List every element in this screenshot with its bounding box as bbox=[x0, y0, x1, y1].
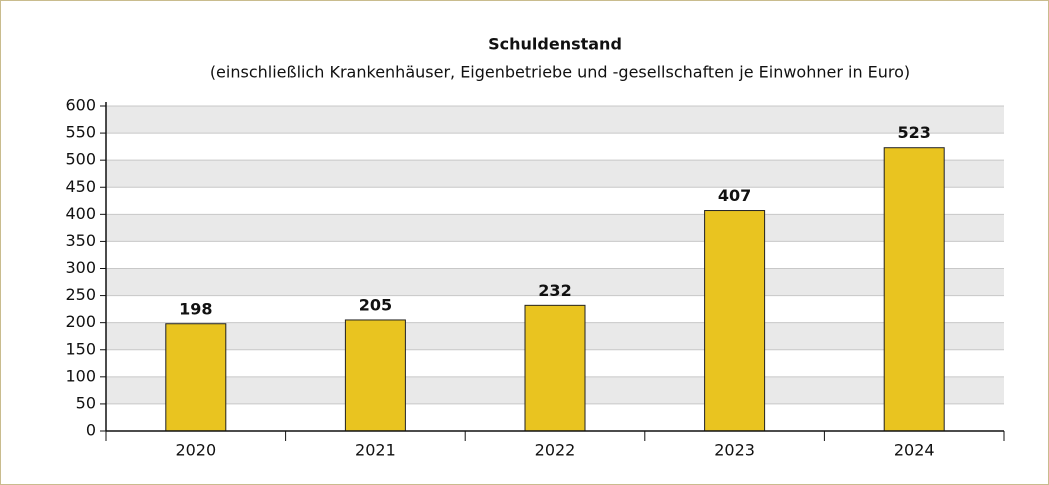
y-tick-label: 350 bbox=[65, 231, 96, 250]
y-tick-label: 250 bbox=[65, 285, 96, 304]
bar bbox=[704, 210, 766, 432]
y-tick-label: 500 bbox=[65, 150, 96, 169]
grid-band bbox=[106, 106, 1004, 134]
y-tick-label: 450 bbox=[65, 177, 96, 196]
y-tick-label: 150 bbox=[65, 339, 96, 358]
value-label: 407 bbox=[718, 186, 751, 205]
chart-subtitle: (einschließlich Krankenhäuser, Eigenbetr… bbox=[210, 63, 910, 82]
bar bbox=[883, 147, 945, 432]
value-label: 205 bbox=[359, 295, 392, 314]
x-tick-label: 2024 bbox=[894, 441, 935, 460]
y-tick-label: 600 bbox=[65, 96, 96, 115]
value-label: 523 bbox=[897, 123, 930, 142]
grid-band bbox=[106, 268, 1004, 296]
x-tick-label: 2023 bbox=[714, 441, 755, 460]
y-tick-label: 50 bbox=[76, 393, 96, 412]
y-tick-label: 0 bbox=[86, 421, 96, 440]
y-tick-label: 200 bbox=[65, 312, 96, 331]
grid-band bbox=[106, 160, 1004, 188]
x-tick-label: 2021 bbox=[355, 441, 396, 460]
y-tick-label: 400 bbox=[65, 204, 96, 223]
y-tick-label: 550 bbox=[65, 123, 96, 142]
value-label: 232 bbox=[538, 281, 571, 300]
chart-title: Schuldenstand bbox=[488, 35, 622, 54]
bar bbox=[344, 319, 406, 432]
y-tick-label: 100 bbox=[65, 366, 96, 385]
bar bbox=[165, 323, 227, 432]
grid-band bbox=[106, 214, 1004, 242]
value-label: 198 bbox=[179, 299, 212, 318]
x-tick-label: 2022 bbox=[535, 441, 576, 460]
bar bbox=[524, 304, 586, 432]
y-tick-label: 300 bbox=[65, 258, 96, 277]
x-tick-label: 2020 bbox=[175, 441, 216, 460]
